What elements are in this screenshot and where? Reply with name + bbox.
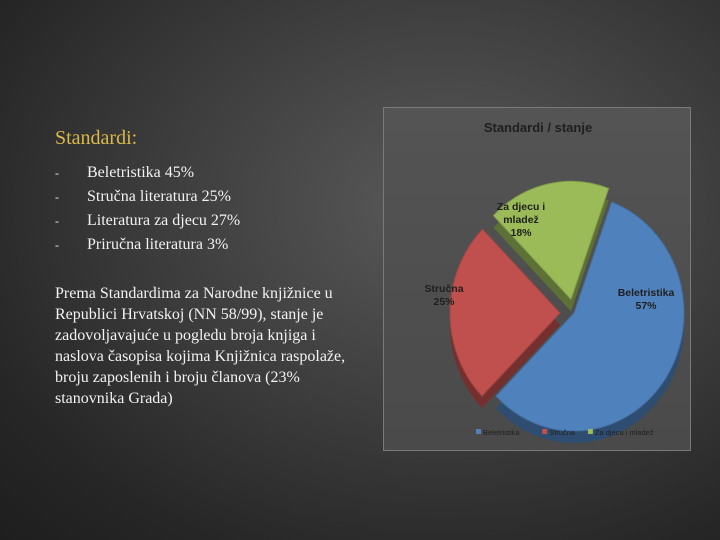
pie-slice [492, 180, 610, 301]
pie-slice [449, 228, 561, 397]
data-label: Beletristika 57% [618, 287, 675, 312]
bullet-dash: - [55, 214, 59, 228]
bullet-dash: - [55, 238, 59, 252]
legend-label: Za djecu i mladež [595, 428, 654, 437]
pie-chart-panel: Standardi / stanje Beletristika 57% Stručna… [383, 107, 691, 451]
list-item-label: Beletristika 45% [87, 164, 195, 181]
legend-swatch [542, 429, 548, 434]
bullet-dash: - [55, 166, 59, 180]
list-item-label: Priručna literatura 3% [87, 236, 229, 253]
data-label: Za djecu i mladež 18% [497, 201, 546, 239]
list-item: - Literatura za djecu 27% [55, 209, 240, 233]
list-item: - Priručna literatura 3% [55, 233, 240, 257]
bullet-dash: - [55, 190, 59, 204]
chart-title: Standardi / stanje [484, 120, 592, 135]
legend-label: Stručna [549, 428, 576, 437]
list-item: - Stručna literatura 25% [55, 185, 240, 209]
list-item-label: Literatura za djecu 27% [87, 212, 241, 229]
description-paragraph: Prema Standardima za Narodne knjižnice u… [55, 285, 346, 407]
data-label: Stručna 25% [424, 283, 463, 308]
pie-slice [495, 201, 685, 432]
list-item-label: Stručna literatura 25% [87, 188, 231, 205]
legend-label: Beletristika [483, 428, 521, 437]
section-heading: Standardi: [55, 127, 138, 149]
list-item: - Beletristika 45% [55, 161, 240, 185]
pie-chart: Standardi / stanje Beletristika 57% Stručna… [424, 120, 685, 443]
legend-swatch [587, 429, 593, 434]
standards-list: - Beletristika 45% - Stručna literatura 25… [55, 161, 240, 257]
legend-swatch [476, 429, 481, 434]
